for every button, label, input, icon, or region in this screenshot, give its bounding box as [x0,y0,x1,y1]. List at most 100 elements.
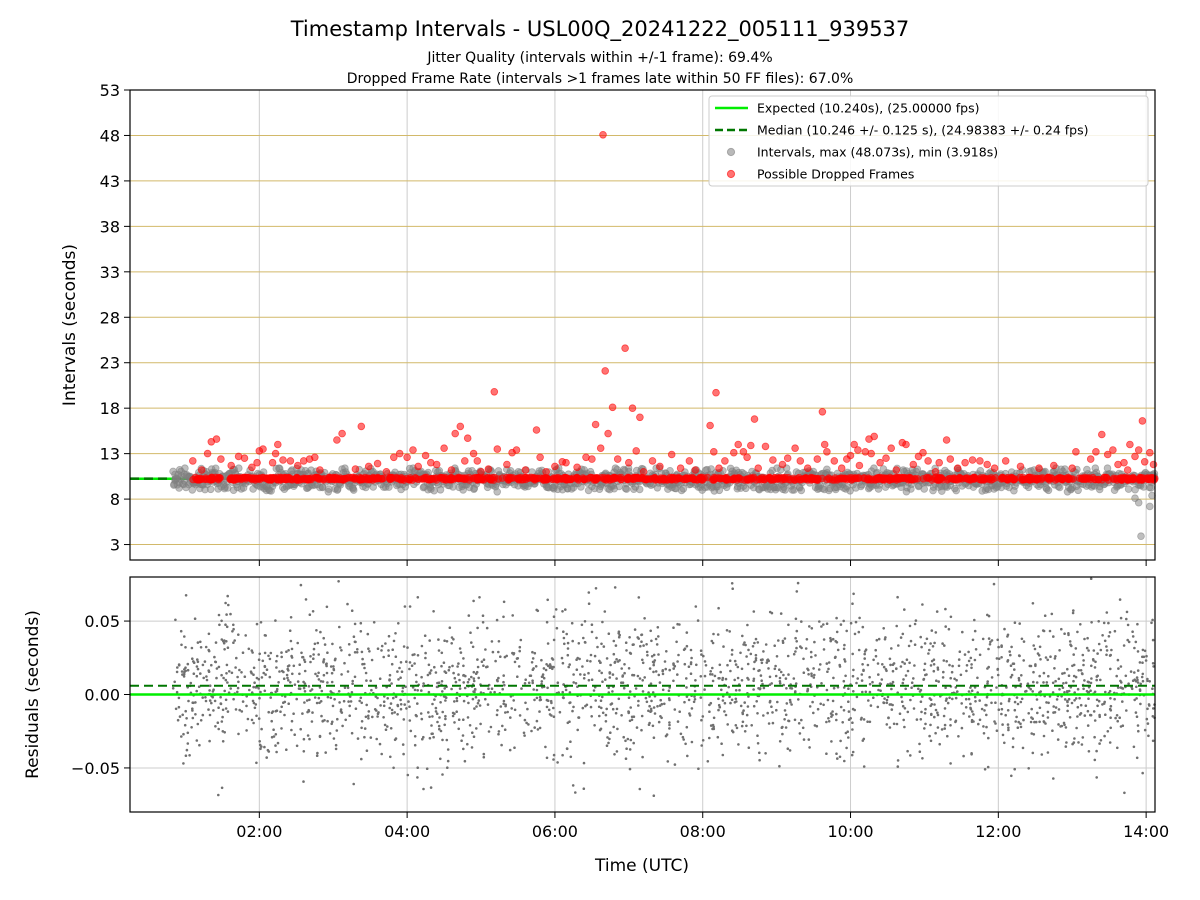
residual-point [764,752,767,755]
residual-point [1030,732,1033,735]
residual-point [495,618,499,622]
residual-point [1038,706,1042,710]
residual-point [770,705,773,708]
residual-point [399,703,403,706]
residual-point [611,673,615,676]
residual-point [225,625,229,629]
residual-point [538,695,542,699]
residual-point [986,682,989,685]
dropped-frame-point [264,475,272,484]
residual-point [583,673,586,676]
residual-point [995,729,999,732]
residual-point [943,644,946,647]
residual-point [1126,638,1129,642]
residual-point [490,640,494,643]
residual-point [909,754,912,757]
residual-point [647,709,650,713]
residual-point [289,616,293,619]
residual-point [562,630,565,633]
residual-point [402,645,406,648]
residual-point [306,734,310,737]
residual-point [403,605,407,608]
residual-point [420,644,424,648]
residual-point [665,650,668,653]
residual-point [366,632,370,636]
residual-point [401,743,405,746]
residual-point [682,648,686,652]
residual-point [875,638,879,642]
residual-point [689,672,693,675]
residual-point [775,655,779,658]
residual-point [474,695,478,699]
residual-point [186,742,190,745]
dropped-frame-point [197,475,205,484]
residual-point [482,755,486,759]
residual-point [220,619,223,623]
residual-point [325,662,328,665]
residual-point [1010,673,1014,677]
residual-point [208,689,211,692]
residual-point [503,728,507,731]
residual-point [987,665,990,669]
residual-point [1071,611,1075,615]
residual-point [1009,675,1013,679]
residual-point [561,661,565,665]
dropped-frame-point [656,462,664,471]
residual-point [1052,777,1055,780]
residual-point [531,657,535,660]
residual-point [1107,635,1111,638]
residual-point [766,658,769,662]
dropped-frame-point [761,442,770,451]
residual-point [344,718,348,722]
residual-point [835,630,839,634]
residual-point [1082,659,1085,662]
residual-point [806,689,809,693]
residual-point [422,682,425,685]
residual-point [536,728,540,731]
residual-point [1057,708,1061,711]
residual-point [1151,687,1154,690]
residual-point [586,659,589,662]
dropped-frame-point [945,474,953,483]
residual-point [1095,749,1098,753]
residual-point [643,617,646,620]
intervals-x-ticks [258,560,1147,566]
residual-point [1013,708,1017,712]
residual-point [896,595,899,599]
residual-point [332,665,335,668]
residual-point [367,647,370,650]
residual-point [928,734,931,738]
residual-point [1107,621,1110,625]
residual-point [643,676,646,679]
residual-point [868,675,871,679]
residual-point [1020,637,1024,641]
residual-point [1034,720,1038,724]
residual-point [1032,644,1035,647]
residual-point [851,721,854,724]
residual-point [711,673,714,676]
residual-point [1083,714,1087,717]
residual-point [960,726,964,730]
residual-point [781,641,785,644]
residual-point [396,713,399,716]
residual-point [590,630,594,634]
residual-point [601,711,605,715]
residual-point [322,636,326,640]
residual-point [973,618,976,622]
interval-point [235,464,243,473]
dropped-frame-point [1146,448,1154,457]
residual-point [264,673,267,676]
residual-point [861,690,864,694]
residual-point [752,667,756,671]
residual-point [913,622,917,626]
residual-point [386,725,389,728]
residual-point [825,752,828,755]
residual-point [909,639,913,643]
residual-point [283,695,287,698]
residual-point [224,707,228,710]
residual-point [892,722,896,726]
residual-point [1021,746,1025,750]
dropped-frame-point [536,453,544,462]
residual-point [818,620,821,623]
residual-point [552,758,555,761]
